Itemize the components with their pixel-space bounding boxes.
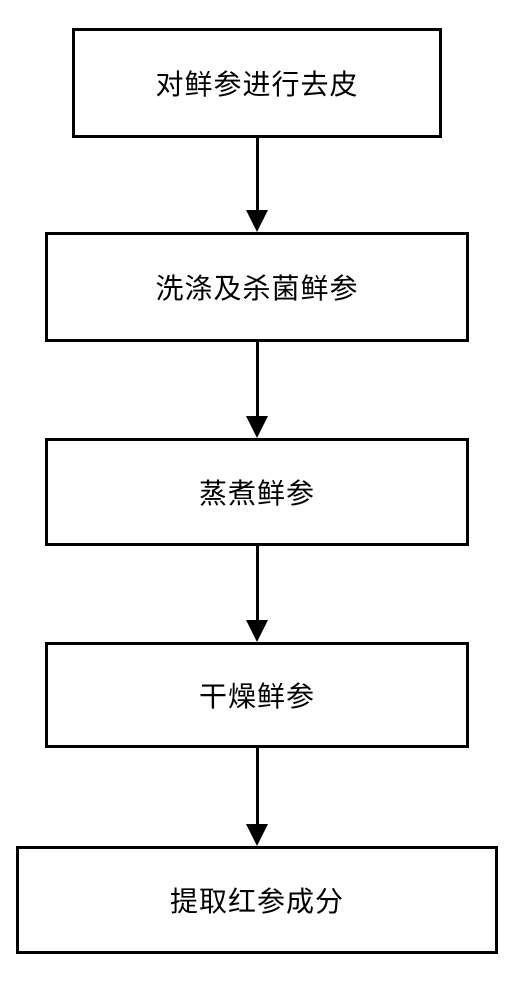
flow-arrow-line-2 bbox=[256, 342, 259, 416]
flow-node-5: 提取红参成分 bbox=[16, 846, 498, 954]
flow-arrow-line-1 bbox=[256, 138, 259, 210]
flow-arrow-head-4 bbox=[246, 824, 268, 846]
flowchart-container: 对鲜参进行去皮洗涤及杀菌鲜参蒸煮鲜参干燥鲜参提取红参成分 bbox=[0, 0, 528, 1000]
flow-arrow-head-2 bbox=[246, 416, 268, 438]
flow-arrow-head-3 bbox=[246, 620, 268, 642]
flow-node-3: 蒸煮鲜参 bbox=[45, 438, 469, 546]
flow-arrow-line-3 bbox=[256, 546, 259, 620]
flow-node-4: 干燥鲜参 bbox=[45, 642, 469, 748]
flow-node-label: 蒸煮鲜参 bbox=[199, 472, 315, 512]
flow-arrow-line-4 bbox=[256, 748, 259, 824]
flow-node-1: 对鲜参进行去皮 bbox=[72, 28, 442, 138]
flow-arrow-head-1 bbox=[246, 210, 268, 232]
flow-node-label: 洗涤及杀菌鲜参 bbox=[155, 267, 358, 307]
flow-node-label: 提取红参成分 bbox=[170, 880, 344, 920]
flow-node-2: 洗涤及杀菌鲜参 bbox=[45, 232, 469, 342]
flow-node-label: 对鲜参进行去皮 bbox=[155, 63, 358, 103]
flow-node-label: 干燥鲜参 bbox=[199, 675, 315, 715]
